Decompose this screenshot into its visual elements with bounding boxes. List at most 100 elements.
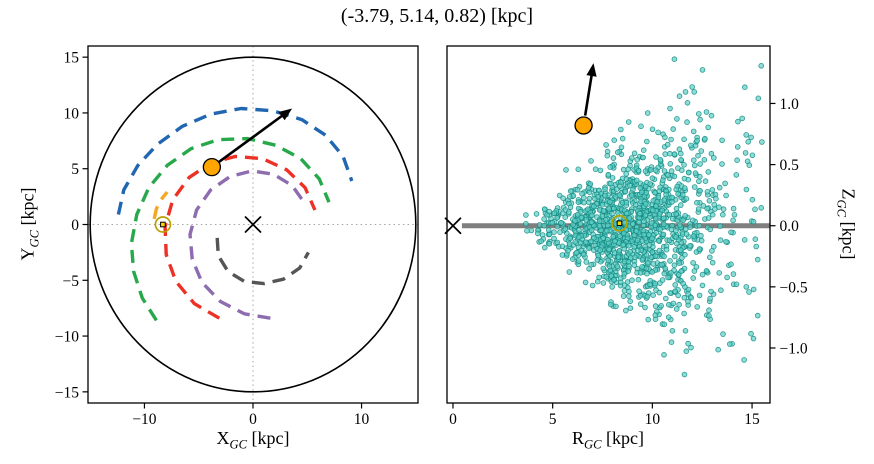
scatter-point: [667, 258, 673, 264]
scatter-point: [660, 177, 666, 184]
scatter-point: [631, 150, 638, 157]
scatter-point: [681, 294, 688, 301]
y-tick-label: 0.5: [780, 157, 800, 174]
scatter-point: [673, 211, 679, 218]
scatter-point: [653, 154, 659, 160]
scatter-point: [636, 288, 642, 295]
scatter-point: [633, 228, 640, 234]
scatter-point: [600, 265, 607, 272]
scatter-point: [676, 301, 682, 308]
scatter-point: [595, 252, 601, 259]
scatter-point: [707, 295, 713, 302]
scatter-point: [626, 288, 632, 295]
scatter-point: [603, 142, 609, 148]
scatter-point: [652, 280, 658, 287]
scatter-point: [637, 292, 644, 299]
scatter-point: [681, 162, 687, 168]
scatter-point: [600, 235, 606, 242]
scatter-point: [752, 206, 758, 213]
scatter-point: [554, 215, 560, 221]
scatter-point: [603, 274, 609, 280]
scatter-point: [734, 144, 741, 150]
x-tick-label: 0: [249, 411, 257, 428]
scatter-point: [748, 330, 754, 337]
y-axis-label-subscript: GC: [27, 229, 42, 248]
scatter-point: [741, 357, 747, 363]
scatter-point: [625, 268, 631, 275]
scatter-point: [611, 137, 617, 144]
y-tick-label: 0.0: [780, 218, 800, 235]
scatter-point: [582, 239, 589, 246]
scatter-point: [684, 119, 690, 125]
scatter-point: [600, 280, 607, 286]
scatter-point: [671, 173, 678, 180]
scatter-point: [723, 239, 729, 245]
scatter-point: [566, 241, 573, 247]
scatter-point: [702, 135, 708, 142]
x-tick-label: 15: [744, 411, 760, 428]
scatter-point: [606, 246, 612, 253]
scatter-point: [683, 348, 690, 355]
scatter-point: [676, 93, 683, 99]
scatter-point: [638, 123, 644, 130]
scatter-point: [586, 195, 593, 202]
scatter-point: [688, 294, 694, 301]
scatter-point: [673, 234, 679, 240]
scatter-point: [690, 260, 696, 266]
scatter-point: [592, 166, 599, 173]
scatter-point: [591, 203, 597, 210]
scatter-point: [628, 192, 635, 199]
scatter-point: [569, 256, 576, 262]
scatter-point: [661, 168, 668, 174]
scatter-point: [533, 211, 540, 217]
scatter-point: [730, 271, 737, 277]
scatter-point: [683, 196, 690, 202]
scatter-point: [665, 172, 671, 178]
scatter-point: [597, 247, 603, 253]
scatter-point: [697, 161, 703, 167]
scatter-point: [596, 222, 603, 229]
scatter-point: [671, 253, 678, 260]
galaxy-boundary-circle: [89, 56, 417, 393]
scatter-point: [754, 256, 761, 263]
scatter-point: [671, 262, 678, 269]
scatter-point: [752, 236, 759, 243]
scatter-point: [625, 243, 632, 249]
scatter-point: [605, 257, 612, 264]
scatter-point: [718, 287, 724, 294]
scatter-point: [647, 181, 653, 187]
scatter-point: [641, 232, 647, 238]
scatter-point: [675, 292, 681, 299]
scatter-point: [668, 168, 675, 174]
scatter-point: [706, 198, 713, 204]
scatter-point: [743, 186, 750, 193]
scatter-point: [612, 194, 619, 200]
scatter-point: [611, 277, 617, 283]
scatter-point: [576, 227, 582, 233]
scatter-point: [558, 219, 564, 226]
scatter-point: [741, 237, 748, 243]
scatter-point: [677, 202, 684, 208]
scatter-point: [632, 202, 639, 208]
scatter-point: [633, 177, 640, 184]
scatter-point: [672, 288, 678, 295]
scatter-point: [560, 210, 566, 217]
scatter-point: [565, 247, 571, 254]
scatter-point: [711, 201, 717, 208]
x-tick-label: 5: [549, 411, 557, 428]
spiral-arm-purple: [188, 169, 306, 320]
scatter-point: [627, 254, 634, 261]
scatter-point: [688, 142, 694, 149]
x-axis-label-text: X: [216, 428, 230, 448]
scatter-point: [541, 216, 547, 222]
scatter-point: [659, 261, 665, 268]
scatter-point: [623, 210, 630, 217]
scatter-point: [637, 269, 644, 276]
scatter-point: [588, 238, 594, 245]
scatter-point: [661, 270, 668, 277]
spiral-arm-orange: [152, 191, 169, 220]
scatter-point: [684, 100, 691, 106]
scatter-point: [674, 116, 680, 122]
scatter-point: [708, 150, 715, 157]
y-tick-label: −1.0: [780, 340, 808, 357]
